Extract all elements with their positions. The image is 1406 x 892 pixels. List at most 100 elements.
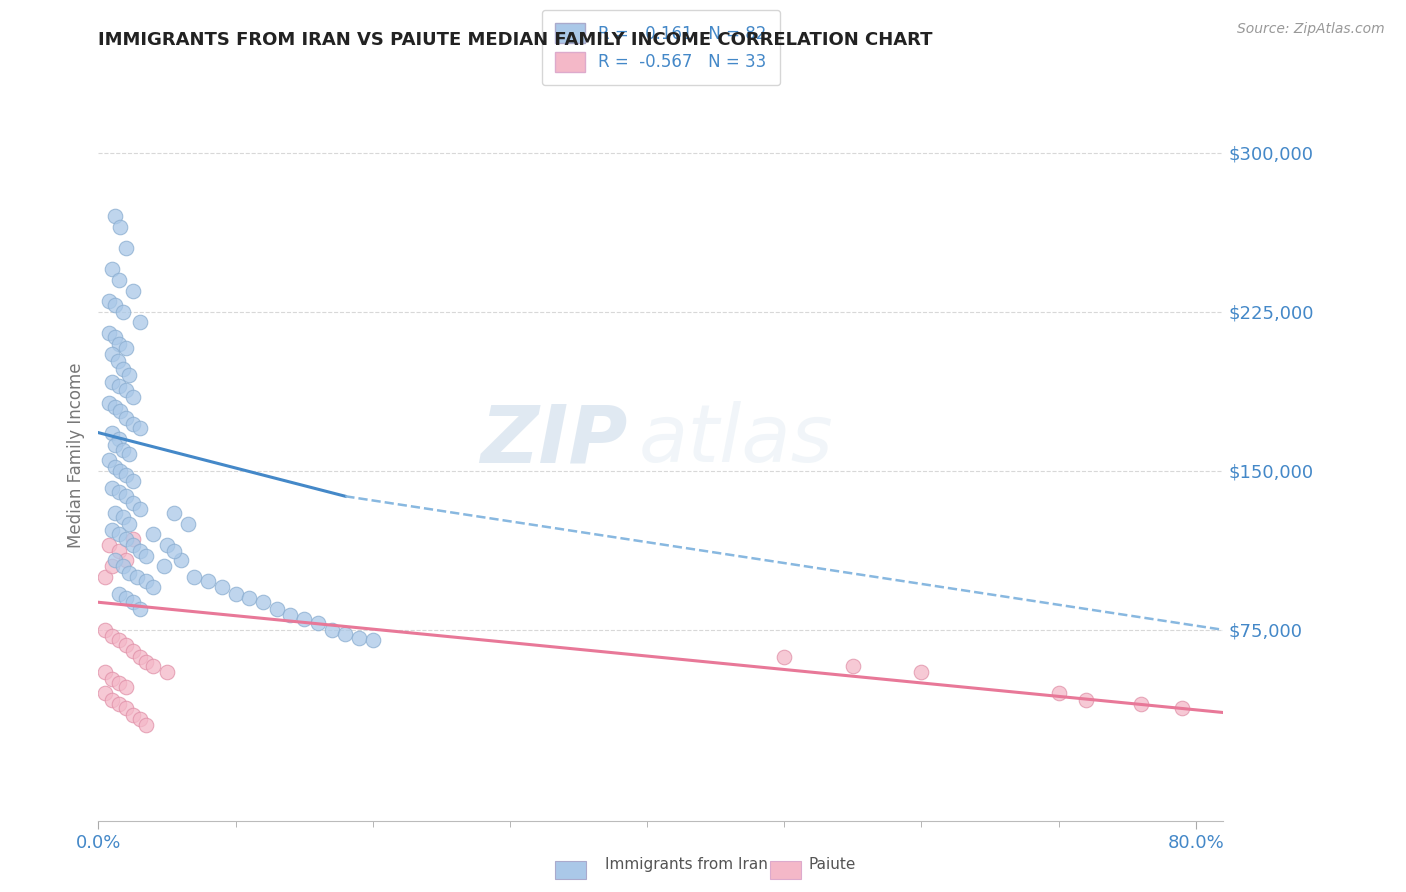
Point	[112, 510, 135, 524]
Point	[108, 676, 131, 690]
Point	[153, 559, 176, 574]
Point	[128, 601, 150, 615]
Point	[104, 210, 127, 224]
Point	[321, 623, 343, 637]
Point	[335, 627, 357, 641]
Point	[773, 650, 796, 665]
Point	[101, 629, 124, 643]
Point	[307, 616, 329, 631]
Point	[104, 330, 127, 344]
Point	[252, 595, 274, 609]
Point	[108, 544, 131, 558]
Point	[115, 410, 138, 425]
Point	[108, 273, 131, 287]
Point	[94, 623, 117, 637]
Point	[176, 516, 198, 531]
Point	[112, 442, 135, 457]
Point	[135, 718, 157, 732]
Point	[117, 516, 139, 531]
Point	[104, 438, 127, 452]
Point	[121, 538, 143, 552]
Point	[108, 697, 131, 711]
Point	[115, 468, 138, 483]
Point	[135, 549, 157, 563]
Point	[115, 591, 138, 605]
Point	[128, 315, 150, 329]
Point	[98, 326, 121, 340]
Point	[117, 368, 139, 383]
Y-axis label: Median Family Income: Median Family Income	[66, 362, 84, 548]
Point	[1129, 697, 1152, 711]
Point	[211, 581, 233, 595]
Point	[225, 587, 247, 601]
Point	[121, 595, 143, 609]
Point	[128, 712, 150, 726]
Point	[170, 553, 193, 567]
Point	[1047, 686, 1070, 700]
Point	[110, 219, 132, 234]
Point	[101, 347, 124, 361]
Point	[112, 559, 135, 574]
Point	[115, 489, 138, 503]
Point	[101, 523, 124, 537]
Point	[347, 632, 370, 646]
Point	[112, 305, 135, 319]
Point	[197, 574, 219, 588]
Point	[98, 396, 121, 410]
Point	[1074, 693, 1097, 707]
Point	[108, 336, 131, 351]
Point	[1171, 701, 1194, 715]
Point	[128, 650, 150, 665]
Point	[266, 601, 288, 615]
Point	[94, 665, 117, 680]
Point	[108, 527, 131, 541]
Point	[108, 379, 131, 393]
Point	[361, 633, 384, 648]
Point	[112, 362, 135, 376]
Point	[101, 672, 124, 686]
Point	[121, 284, 143, 298]
Point	[163, 544, 186, 558]
Point	[94, 686, 117, 700]
Point	[98, 294, 121, 309]
Point	[101, 425, 124, 440]
Point	[121, 707, 143, 722]
Point	[115, 638, 138, 652]
Point	[121, 390, 143, 404]
Point	[101, 481, 124, 495]
Point	[115, 532, 138, 546]
Point	[142, 581, 165, 595]
Point	[101, 693, 124, 707]
Point	[135, 574, 157, 588]
Text: atlas: atlas	[638, 401, 834, 479]
Point	[115, 384, 138, 398]
Point	[128, 502, 150, 516]
Point	[910, 665, 932, 680]
Point	[117, 566, 139, 580]
Point	[104, 401, 127, 415]
Point	[238, 591, 260, 605]
Text: Source: ZipAtlas.com: Source: ZipAtlas.com	[1237, 22, 1385, 37]
Point	[163, 506, 186, 520]
Point	[142, 527, 165, 541]
Point	[128, 421, 150, 435]
Point	[125, 570, 148, 584]
Point	[121, 417, 143, 432]
Point	[110, 404, 132, 418]
Point	[110, 464, 132, 478]
Point	[101, 559, 124, 574]
Point	[115, 701, 138, 715]
Point	[183, 570, 205, 584]
Text: Immigrants from Iran: Immigrants from Iran	[605, 857, 768, 872]
Legend: R =  -0.161   N = 82, R =  -0.567   N = 33: R = -0.161 N = 82, R = -0.567 N = 33	[541, 10, 780, 86]
Point	[115, 553, 138, 567]
Point	[104, 459, 127, 474]
Point	[142, 658, 165, 673]
Point	[108, 587, 131, 601]
Point	[121, 644, 143, 658]
Point	[94, 570, 117, 584]
Point	[115, 241, 138, 255]
Point	[115, 680, 138, 694]
Point	[292, 612, 315, 626]
Point	[104, 298, 127, 312]
